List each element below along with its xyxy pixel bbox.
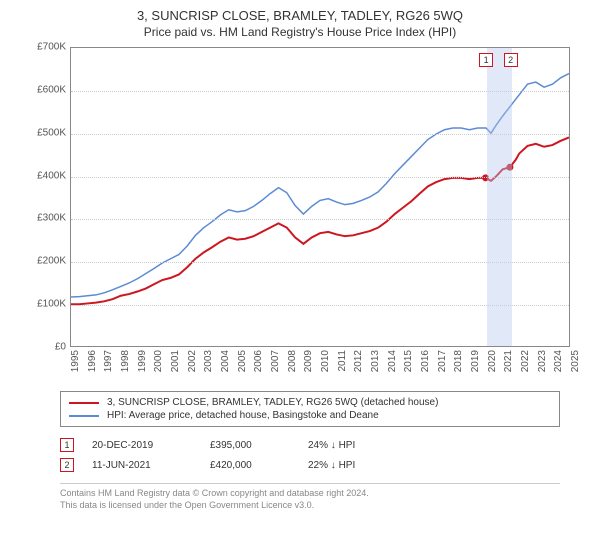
transaction-date: 11-JUN-2021 <box>92 460 192 471</box>
x-tick-label: 1999 <box>137 350 148 372</box>
transaction-price: £420,000 <box>210 460 290 471</box>
title-block: 3, SUNCRISP CLOSE, BRAMLEY, TADLEY, RG26… <box>10 8 590 39</box>
footer-line-1: Contains HM Land Registry data © Crown c… <box>60 488 560 500</box>
x-tick-label: 2012 <box>353 350 364 372</box>
x-tick-label: 2002 <box>187 350 198 372</box>
y-tick-label: £500K <box>20 127 66 138</box>
x-tick-label: 2019 <box>470 350 481 372</box>
x-tick-label: 2005 <box>237 350 248 372</box>
highlight-band <box>487 48 512 346</box>
legend-swatch <box>69 415 99 417</box>
legend-text: 3, SUNCRISP CLOSE, BRAMLEY, TADLEY, RG26… <box>107 397 438 408</box>
x-tick-label: 2011 <box>337 350 348 372</box>
x-tick-label: 2022 <box>520 350 531 372</box>
transaction-price: £395,000 <box>210 440 290 451</box>
y-tick-label: £600K <box>20 84 66 95</box>
y-tick-label: £200K <box>20 256 66 267</box>
page-title: 3, SUNCRISP CLOSE, BRAMLEY, TADLEY, RG26… <box>10 8 590 23</box>
x-tick-label: 2017 <box>437 350 448 372</box>
x-tick-label: 2003 <box>203 350 214 372</box>
x-tick-label: 1996 <box>87 350 98 372</box>
x-tick-label: 2021 <box>503 350 514 372</box>
plot-region <box>70 47 570 347</box>
legend-row: HPI: Average price, detached house, Basi… <box>69 409 551 422</box>
marker-label: 2 <box>504 53 518 67</box>
x-tick-label: 2024 <box>553 350 564 372</box>
transaction-table: 1 20-DEC-2019 £395,000 24% ↓ HPI 2 11-JUN-202… <box>60 435 560 475</box>
transaction-date: 20-DEC-2019 <box>92 440 192 451</box>
transaction-change: 22% ↓ HPI <box>308 460 408 471</box>
x-tick-label: 2006 <box>253 350 264 372</box>
transaction-row: 1 20-DEC-2019 £395,000 24% ↓ HPI <box>60 435 560 455</box>
gridline <box>71 134 569 135</box>
x-tick-label: 1995 <box>70 350 81 372</box>
gridline <box>71 91 569 92</box>
chart-container: 3, SUNCRISP CLOSE, BRAMLEY, TADLEY, RG26… <box>0 0 600 560</box>
footer: Contains HM Land Registry data © Crown c… <box>60 483 560 511</box>
footer-line-2: This data is licensed under the Open Gov… <box>60 500 560 512</box>
transaction-badge: 2 <box>60 458 74 472</box>
x-tick-label: 2018 <box>453 350 464 372</box>
x-tick-label: 2010 <box>320 350 331 372</box>
x-tick-label: 2001 <box>170 350 181 372</box>
x-tick-label: 2007 <box>270 350 281 372</box>
x-tick-label: 2000 <box>153 350 164 372</box>
x-tick-label: 1998 <box>120 350 131 372</box>
legend: 3, SUNCRISP CLOSE, BRAMLEY, TADLEY, RG26… <box>60 391 560 427</box>
x-tick-label: 2004 <box>220 350 231 372</box>
x-tick-label: 2020 <box>487 350 498 372</box>
transaction-badge: 1 <box>60 438 74 452</box>
x-tick-label: 2016 <box>420 350 431 372</box>
y-tick-label: £0 <box>20 342 66 353</box>
y-tick-label: £100K <box>20 299 66 310</box>
gridline <box>71 177 569 178</box>
transaction-row: 2 11-JUN-2021 £420,000 22% ↓ HPI <box>60 455 560 475</box>
x-tick-label: 2014 <box>387 350 398 372</box>
x-tick-label: 2013 <box>370 350 381 372</box>
chart-area: £0£100K£200K£300K£400K£500K£600K£700K199… <box>20 47 580 387</box>
legend-row: 3, SUNCRISP CLOSE, BRAMLEY, TADLEY, RG26… <box>69 396 551 409</box>
y-tick-label: £700K <box>20 42 66 53</box>
x-tick-label: 2015 <box>403 350 414 372</box>
x-tick-label: 2009 <box>303 350 314 372</box>
legend-swatch <box>69 402 99 404</box>
x-tick-label: 2008 <box>287 350 298 372</box>
x-tick-label: 1997 <box>103 350 114 372</box>
gridline <box>71 305 569 306</box>
transaction-change: 24% ↓ HPI <box>308 440 408 451</box>
gridline <box>71 219 569 220</box>
legend-text: HPI: Average price, detached house, Basi… <box>107 410 379 421</box>
y-tick-label: £300K <box>20 213 66 224</box>
marker-label: 1 <box>479 53 493 67</box>
x-tick-label: 2025 <box>570 350 581 372</box>
y-tick-label: £400K <box>20 170 66 181</box>
gridline <box>71 262 569 263</box>
x-tick-label: 2023 <box>537 350 548 372</box>
page-subtitle: Price paid vs. HM Land Registry's House … <box>10 25 590 39</box>
